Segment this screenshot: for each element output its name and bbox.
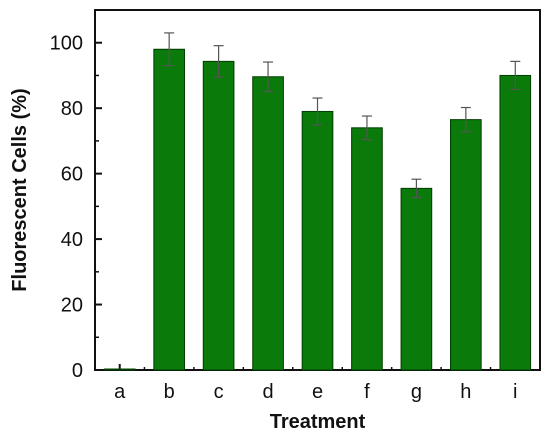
y-tick-label: 40 bbox=[61, 229, 83, 251]
x-axis-title: Treatment bbox=[270, 411, 366, 433]
x-tick-label-i: i bbox=[513, 381, 517, 403]
x-tick-label-e: e bbox=[312, 381, 323, 403]
bar-c bbox=[202, 60, 235, 371]
y-tick-label: 20 bbox=[61, 295, 83, 317]
x-tick-label-g: g bbox=[411, 381, 422, 403]
y-tick-label: 80 bbox=[61, 98, 83, 120]
error-bars bbox=[164, 32, 521, 199]
bar-a bbox=[103, 368, 136, 371]
bar-f bbox=[351, 127, 383, 371]
x-tick-label-h: h bbox=[460, 381, 471, 403]
y-axis-title: Fluorescent Cells (%) bbox=[9, 88, 31, 291]
bar-g bbox=[400, 187, 433, 371]
y-tick-label: 100 bbox=[50, 33, 83, 55]
bar-i bbox=[499, 74, 532, 371]
x-tick-label-b: b bbox=[164, 381, 175, 403]
x-tick-label-a: a bbox=[114, 381, 126, 403]
y-tick-label: 0 bbox=[72, 360, 83, 382]
bar-e bbox=[301, 110, 334, 371]
bar-h bbox=[450, 119, 482, 371]
x-tick-label-f: f bbox=[364, 381, 370, 403]
y-axis-ticks: 0 20 40 60 80 100 bbox=[50, 33, 102, 382]
x-axis-ticks: a b c d e f g h i bbox=[114, 364, 518, 403]
y-tick-label: 60 bbox=[61, 164, 83, 186]
bar-series bbox=[103, 48, 532, 371]
bar-b bbox=[153, 48, 185, 371]
bar-d bbox=[252, 76, 284, 371]
x-tick-label-c: c bbox=[214, 381, 224, 403]
x-tick-label-d: d bbox=[262, 381, 273, 403]
